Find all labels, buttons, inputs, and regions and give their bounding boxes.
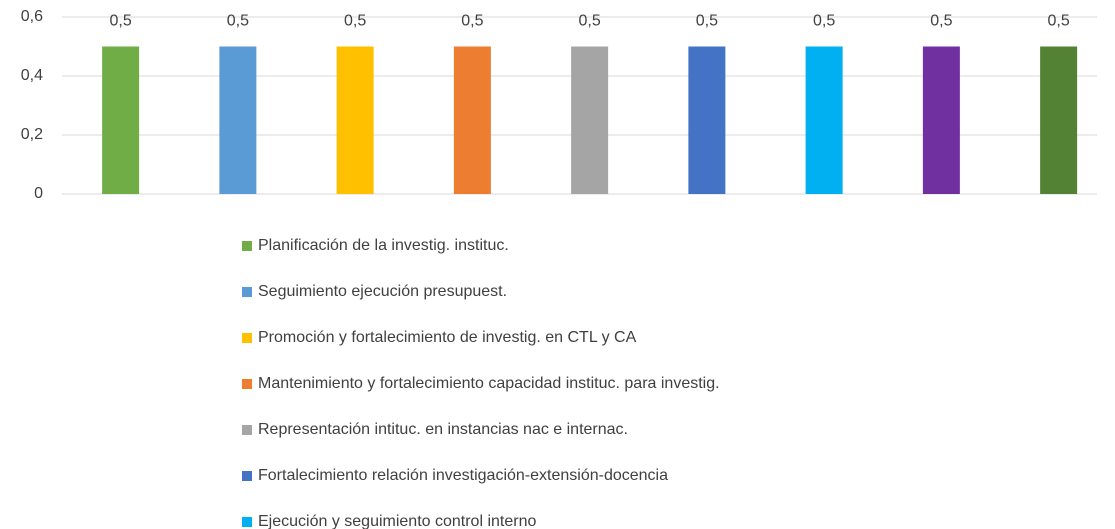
- legend-label: Ejecución y seguimiento control interno: [258, 513, 536, 529]
- legend-label: Representación intituc. en instancias na…: [258, 421, 628, 438]
- legend-swatch: [242, 287, 252, 297]
- legend-swatch: [242, 333, 252, 343]
- legend-swatch: [242, 517, 252, 527]
- bar: [688, 46, 726, 194]
- bar: [922, 46, 960, 194]
- data-label: 0,5: [227, 13, 249, 30]
- data-label: 0,5: [813, 13, 835, 30]
- legend-swatch: [242, 241, 252, 251]
- data-label: 0,5: [579, 13, 601, 30]
- y-tick-label: 0,6: [21, 8, 43, 25]
- y-tick-label: 0,2: [21, 126, 43, 143]
- legend-label: Seguimiento ejecución presupuest.: [258, 283, 507, 300]
- data-label: 0,5: [461, 13, 483, 30]
- data-label: 0,5: [1048, 13, 1070, 30]
- data-label: 0,5: [930, 13, 952, 30]
- y-tick-label: 0: [34, 185, 43, 202]
- legend-label: Planificación de la investig. instituc.: [258, 237, 509, 254]
- legend-swatch: [242, 425, 252, 435]
- legend-label: Fortalecimiento relación investigación-e…: [258, 467, 668, 484]
- bar: [336, 46, 374, 194]
- legend-label: Mantenimiento y fortalecimiento capacida…: [258, 375, 720, 392]
- y-tick-label: 0,4: [21, 67, 43, 84]
- bar: [571, 46, 609, 194]
- data-label: 0,5: [110, 13, 132, 30]
- bar: [219, 46, 257, 194]
- bar: [805, 46, 843, 194]
- legend-swatch: [242, 379, 252, 389]
- data-label: 0,5: [344, 13, 366, 30]
- bar: [1040, 46, 1078, 194]
- bar: [102, 46, 140, 194]
- data-label: 0,5: [696, 13, 718, 30]
- legend-label: Promoción y fortalecimiento de investig.…: [258, 329, 637, 346]
- legend-swatch: [242, 471, 252, 481]
- bar: [453, 46, 491, 194]
